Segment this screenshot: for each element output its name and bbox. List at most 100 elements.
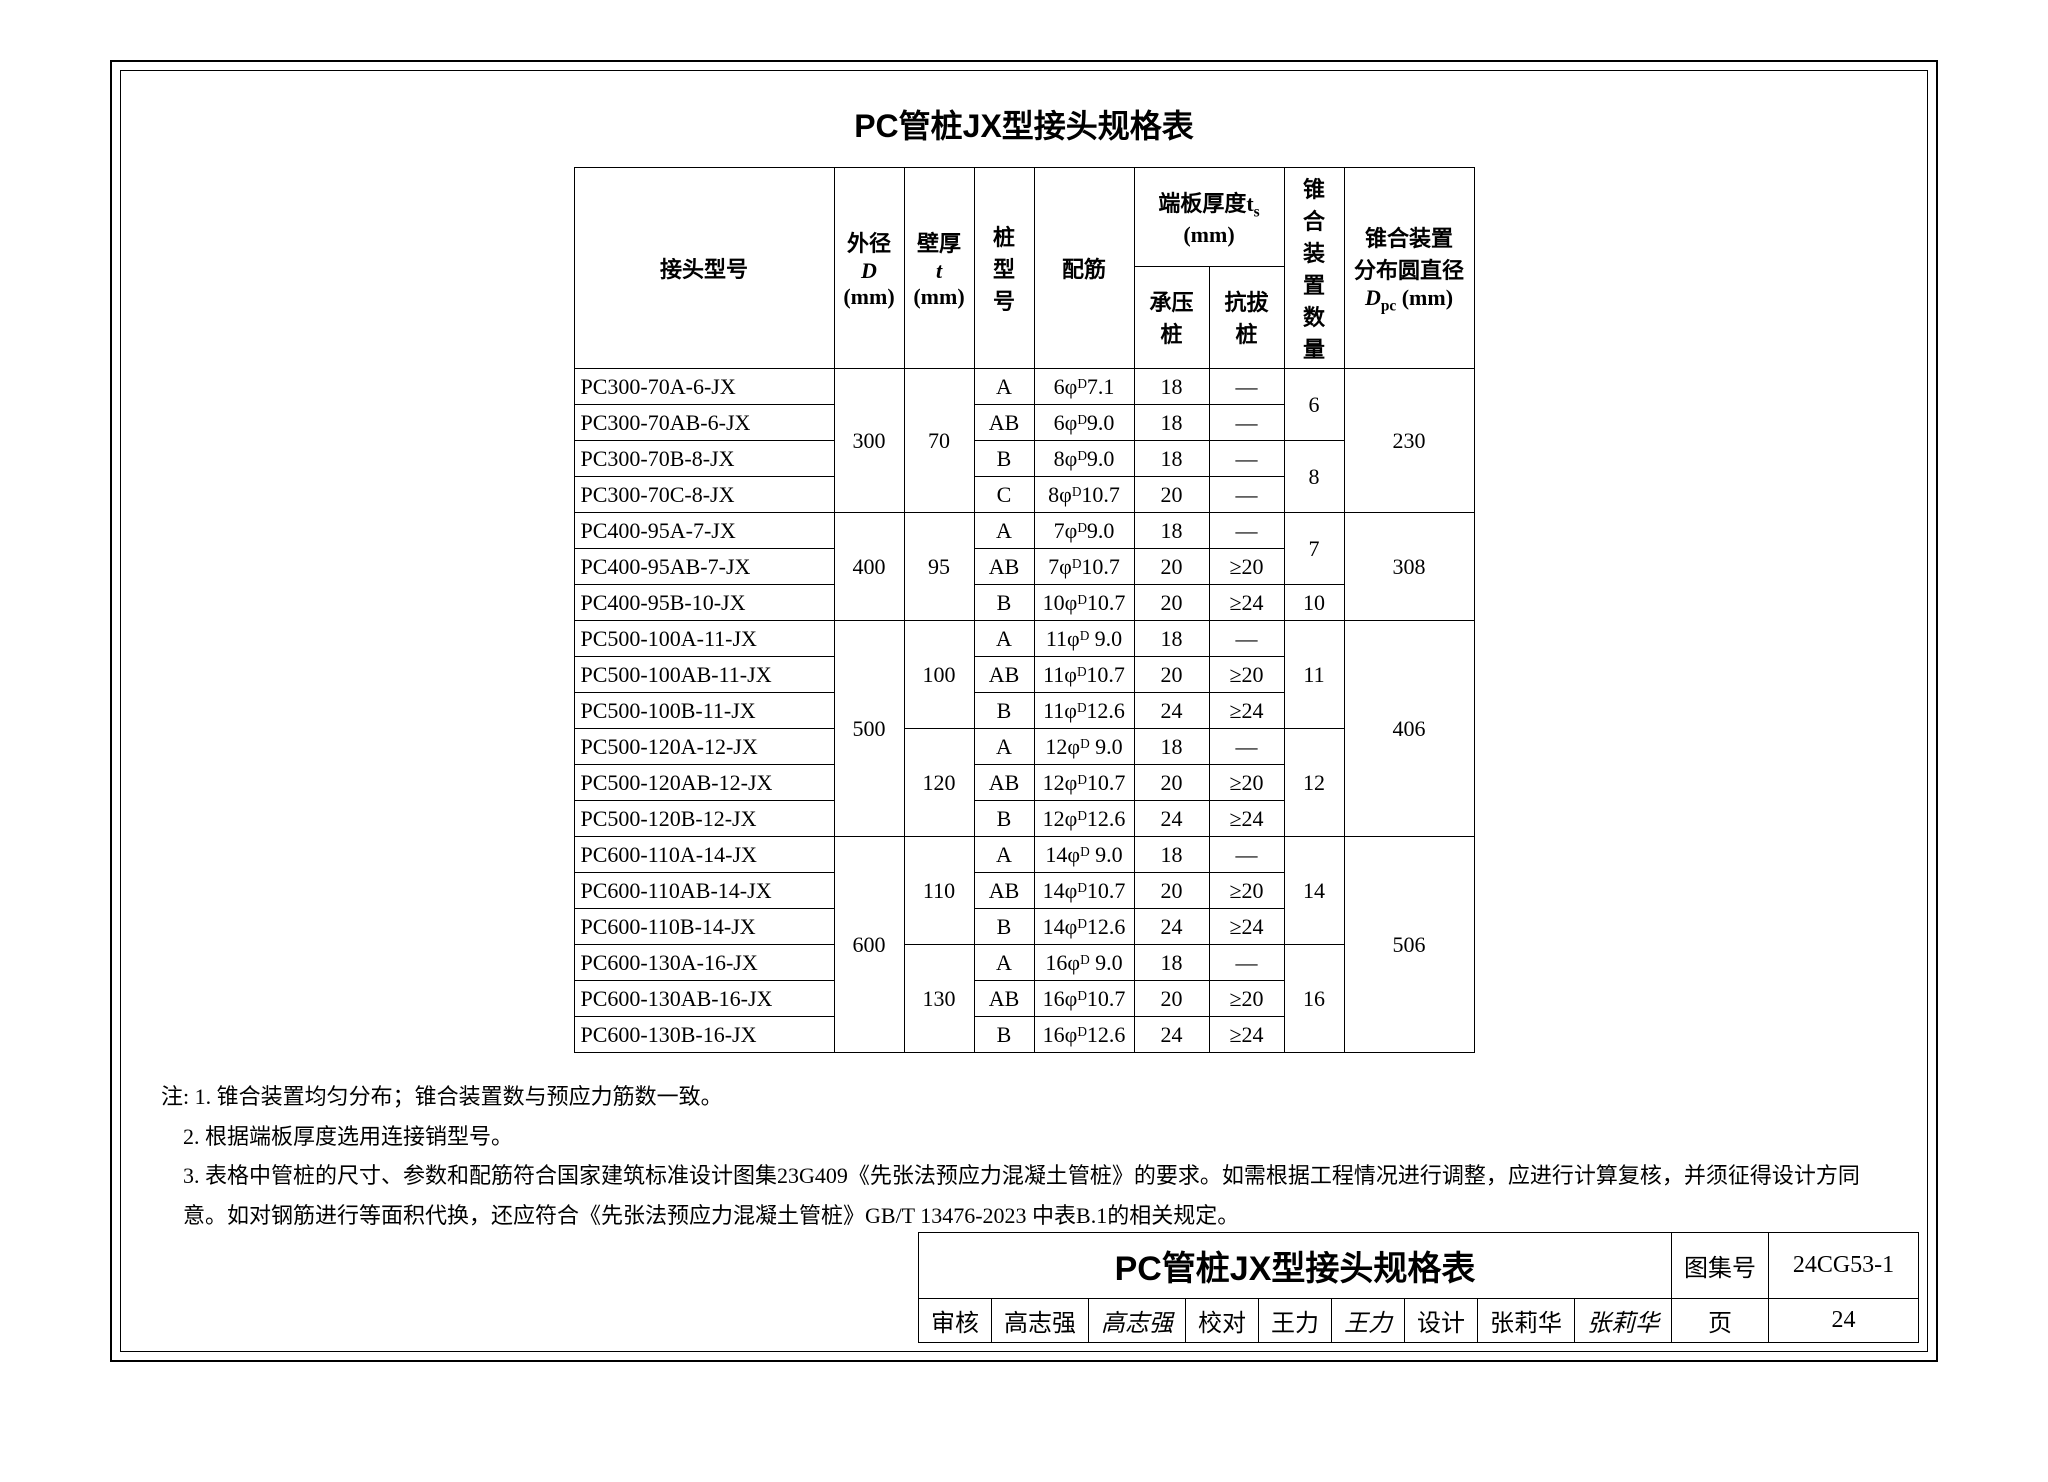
table-row: PC300-70B-8-JXB8φᴰ9.018—8 xyxy=(574,441,1474,477)
table-cell: 100 xyxy=(904,621,974,729)
table-cell: ≥24 xyxy=(1209,1017,1284,1053)
table-cell: 16φᴰ10.7 xyxy=(1034,981,1134,1017)
outer-frame: PC管桩JX型接头规格表 接头型号 外径 D (mm) 壁厚 t (mm) 桩 … xyxy=(110,60,1938,1362)
table-cell: 7 xyxy=(1284,513,1344,585)
table-cell: ≥20 xyxy=(1209,657,1284,693)
table-cell: 8φᴰ9.0 xyxy=(1034,441,1134,477)
table-cell: 110 xyxy=(904,837,974,945)
hdr-model: 接头型号 xyxy=(574,168,834,369)
table-cell: AB xyxy=(974,873,1034,909)
table-cell: — xyxy=(1209,369,1284,405)
note-3: 3. 表格中管桩的尺寸、参数和配筋符合国家建筑标准设计图集23G409《先张法预… xyxy=(183,1156,1887,1235)
notes-label: 注: xyxy=(161,1077,195,1117)
tb-review-sig: 高志强 xyxy=(1089,1299,1186,1343)
table-row: PC400-95B-10-JXB10φᴰ10.720≥2410 xyxy=(574,585,1474,621)
table-cell: 11φᴰ10.7 xyxy=(1034,657,1134,693)
table-cell: B xyxy=(974,909,1034,945)
table-cell: — xyxy=(1209,441,1284,477)
table-row: PC300-70A-6-JX30070A6φᴰ7.118—6230 xyxy=(574,369,1474,405)
note-2: 2. 根据端板厚度选用连接销型号。 xyxy=(183,1117,1887,1157)
table-cell: 308 xyxy=(1344,513,1474,621)
table-cell: 14 xyxy=(1284,837,1344,945)
table-cell: A xyxy=(974,513,1034,549)
tb-check-sig: 王力 xyxy=(1332,1299,1405,1343)
tb-review-name: 高志强 xyxy=(992,1299,1089,1343)
spec-table: 接头型号 外径 D (mm) 壁厚 t (mm) 桩 型号 配筋 端板厚度ts xyxy=(574,167,1475,1053)
table-cell: 16φᴰ12.6 xyxy=(1034,1017,1134,1053)
table-cell: 95 xyxy=(904,513,974,621)
table-cell: 18 xyxy=(1134,945,1209,981)
table-cell: 18 xyxy=(1134,837,1209,873)
table-cell: 230 xyxy=(1344,369,1474,513)
table-cell: 12φᴰ10.7 xyxy=(1034,765,1134,801)
hdr-piletype: 桩 型号 xyxy=(974,168,1034,369)
table-cell: 20 xyxy=(1134,765,1209,801)
table-cell: 18 xyxy=(1134,729,1209,765)
table-body: PC300-70A-6-JX30070A6φᴰ7.118—6230PC300-7… xyxy=(574,369,1474,1053)
tb-review-label: 审核 xyxy=(919,1299,992,1343)
table-cell: ≥20 xyxy=(1209,549,1284,585)
table-cell: 506 xyxy=(1344,837,1474,1053)
tb-check-label: 校对 xyxy=(1186,1299,1259,1343)
hdr-wall: 壁厚 t (mm) xyxy=(904,168,974,369)
table-cell: B xyxy=(974,693,1034,729)
table-cell: 18 xyxy=(1134,441,1209,477)
table-cell: AB xyxy=(974,549,1034,585)
table-cell: 300 xyxy=(834,369,904,513)
table-cell: PC300-70C-8-JX xyxy=(574,477,834,513)
table-cell: 6φᴰ9.0 xyxy=(1034,405,1134,441)
note-1: 1. 锥合装置均匀分布；锥合装置数与预应力筋数一致。 xyxy=(195,1077,1887,1117)
table-cell: — xyxy=(1209,621,1284,657)
table-cell: A xyxy=(974,945,1034,981)
table-cell: 14φᴰ 9.0 xyxy=(1034,837,1134,873)
table-cell: ≥24 xyxy=(1209,801,1284,837)
table-cell: 12φᴰ12.6 xyxy=(1034,801,1134,837)
table-cell: 20 xyxy=(1134,477,1209,513)
table-cell: PC600-110B-14-JX xyxy=(574,909,834,945)
table-cell: PC500-120AB-12-JX xyxy=(574,765,834,801)
table-row: PC500-100A-11-JX500100A11φᴰ 9.018—11406 xyxy=(574,621,1474,657)
table-cell: B xyxy=(974,801,1034,837)
table-cell: ≥24 xyxy=(1209,909,1284,945)
table-cell: A xyxy=(974,621,1034,657)
notes-block: 注: 1. 锥合装置均匀分布；锥合装置数与预应力筋数一致。 2. 根据端板厚度选… xyxy=(161,1077,1887,1235)
hdr-coneqty: 锥合 装置 数量 xyxy=(1284,168,1344,369)
table-cell: PC500-100AB-11-JX xyxy=(574,657,834,693)
tb-design-label: 设计 xyxy=(1405,1299,1478,1343)
table-cell: 8φᴰ10.7 xyxy=(1034,477,1134,513)
hdr-rebar: 配筋 xyxy=(1034,168,1134,369)
table-cell: 16 xyxy=(1284,945,1344,1053)
table-cell: 8 xyxy=(1284,441,1344,513)
table-cell: PC400-95B-10-JX xyxy=(574,585,834,621)
table-cell: — xyxy=(1209,477,1284,513)
table-cell: AB xyxy=(974,765,1034,801)
table-cell: 18 xyxy=(1134,405,1209,441)
table-cell: — xyxy=(1209,837,1284,873)
table-cell: C xyxy=(974,477,1034,513)
tb-design-name: 张莉华 xyxy=(1478,1299,1575,1343)
table-cell: A xyxy=(974,837,1034,873)
table-cell: 24 xyxy=(1134,693,1209,729)
table-cell: 7φᴰ9.0 xyxy=(1034,513,1134,549)
tb-page-label: 页 xyxy=(1672,1299,1769,1343)
table-cell: 10φᴰ10.7 xyxy=(1034,585,1134,621)
table-cell: PC600-110AB-14-JX xyxy=(574,873,834,909)
table-cell: ≥24 xyxy=(1209,693,1284,729)
title-block: PC管桩JX型接头规格表 图集号 24CG53-1 审核高志强高志强校对王力王力… xyxy=(918,1232,1919,1343)
table-cell: 7φᴰ10.7 xyxy=(1034,549,1134,585)
table-cell: PC300-70AB-6-JX xyxy=(574,405,834,441)
table-cell: B xyxy=(974,1017,1034,1053)
table-cell: 12φᴰ 9.0 xyxy=(1034,729,1134,765)
table-cell: PC600-110A-14-JX xyxy=(574,837,834,873)
table-cell: — xyxy=(1209,513,1284,549)
table-cell: PC500-120A-12-JX xyxy=(574,729,834,765)
table-cell: PC600-130AB-16-JX xyxy=(574,981,834,1017)
table-cell: PC500-120B-12-JX xyxy=(574,801,834,837)
table-cell: AB xyxy=(974,981,1034,1017)
table-cell: AB xyxy=(974,405,1034,441)
table-cell: 400 xyxy=(834,513,904,621)
table-cell: PC300-70A-6-JX xyxy=(574,369,834,405)
table-cell: 20 xyxy=(1134,981,1209,1017)
table-cell: 14φᴰ12.6 xyxy=(1034,909,1134,945)
table-cell: ≥20 xyxy=(1209,981,1284,1017)
